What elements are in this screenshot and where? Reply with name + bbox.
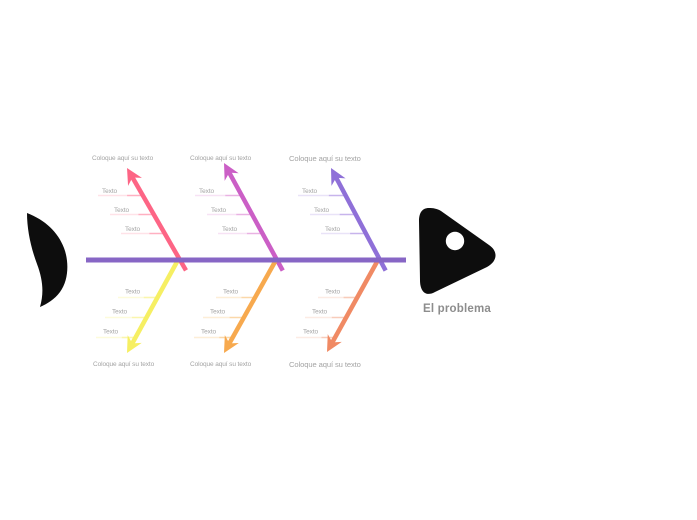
branch-title[interactable]: Coloque aquí su texto	[190, 155, 252, 162]
branch-line[interactable]	[329, 258, 380, 346]
subbranch-label[interactable]: Texto	[211, 207, 227, 214]
branch-line[interactable]	[129, 258, 180, 347]
branch-arrowhead-icon	[327, 334, 342, 352]
subbranch-label[interactable]: Texto	[314, 207, 330, 214]
branch-arrowhead-icon	[127, 335, 142, 353]
subbranch-label[interactable]: Texto	[199, 188, 215, 195]
subbranch-label[interactable]: Texto	[303, 329, 319, 336]
branch-line[interactable]	[226, 258, 278, 347]
branch-top-3: Texto Texto Texto Coloque aquí su texto	[289, 154, 388, 272]
branch-bottom-1: Texto Texto Texto Coloque aquí su texto	[93, 258, 180, 368]
branch-top-1: Texto Texto Texto Coloque aquí su texto	[92, 155, 188, 272]
subbranch-label[interactable]: Texto	[325, 226, 341, 233]
problem-label[interactable]: El problema	[423, 303, 491, 315]
subbranch-label[interactable]: Texto	[125, 226, 141, 233]
branch-bottom-2: Texto Texto Texto Coloque aquí su texto	[190, 258, 278, 368]
subbranch-label[interactable]: Texto	[302, 188, 318, 195]
branch-line[interactable]	[226, 169, 285, 272]
subbranch-label[interactable]: Texto	[210, 309, 226, 316]
branch-arrowhead-icon	[331, 168, 346, 186]
subbranch-label[interactable]: Texto	[125, 289, 141, 296]
branch-arrowhead-icon	[224, 163, 239, 181]
fish-head[interactable]	[419, 208, 496, 294]
branch-top-2: Texto Texto Texto Coloque aquí su texto	[190, 155, 285, 272]
branch-title[interactable]: Coloque aquí su texto	[289, 154, 361, 163]
branch-line[interactable]	[129, 174, 188, 272]
branch-title[interactable]: Coloque aquí su texto	[92, 155, 154, 162]
fish-eye-icon	[445, 231, 465, 251]
branch-title[interactable]: Coloque aquí su texto	[190, 361, 252, 368]
subbranch-label[interactable]: Texto	[112, 309, 128, 316]
branch-title[interactable]: Coloque aquí su texto	[93, 361, 155, 368]
subbranch-label[interactable]: Texto	[103, 329, 119, 336]
subbranch-label[interactable]: Texto	[114, 207, 130, 214]
subbranch-label[interactable]: Texto	[223, 289, 239, 296]
subbranch-label[interactable]: Texto	[312, 309, 328, 316]
subbranch-label[interactable]: Texto	[201, 329, 217, 336]
branch-arrowhead-icon	[127, 168, 142, 186]
fish-tail[interactable]	[27, 213, 68, 307]
branch-title[interactable]: Coloque aquí su texto	[289, 360, 361, 369]
subbranch-label[interactable]: Texto	[222, 226, 238, 233]
branch-bottom-3: Texto Texto Texto Coloque aquí su texto	[289, 258, 380, 369]
branch-arrowhead-icon	[224, 335, 239, 353]
branch-line[interactable]	[333, 174, 388, 272]
subbranch-label[interactable]: Texto	[102, 188, 118, 195]
subbranch-label[interactable]: Texto	[325, 289, 341, 296]
